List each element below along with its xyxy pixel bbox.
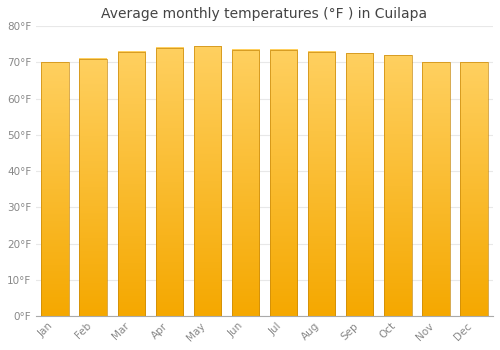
Bar — [384, 55, 411, 316]
Bar — [194, 46, 221, 316]
Bar — [308, 52, 336, 316]
Bar — [270, 50, 297, 316]
Bar — [346, 54, 374, 316]
Bar — [460, 63, 487, 316]
Bar — [42, 63, 69, 316]
Bar — [80, 59, 107, 316]
Title: Average monthly temperatures (°F ) in Cuilapa: Average monthly temperatures (°F ) in Cu… — [102, 7, 427, 21]
Bar — [422, 63, 450, 316]
Bar — [232, 50, 259, 316]
Bar — [118, 52, 145, 316]
Bar — [156, 48, 183, 316]
